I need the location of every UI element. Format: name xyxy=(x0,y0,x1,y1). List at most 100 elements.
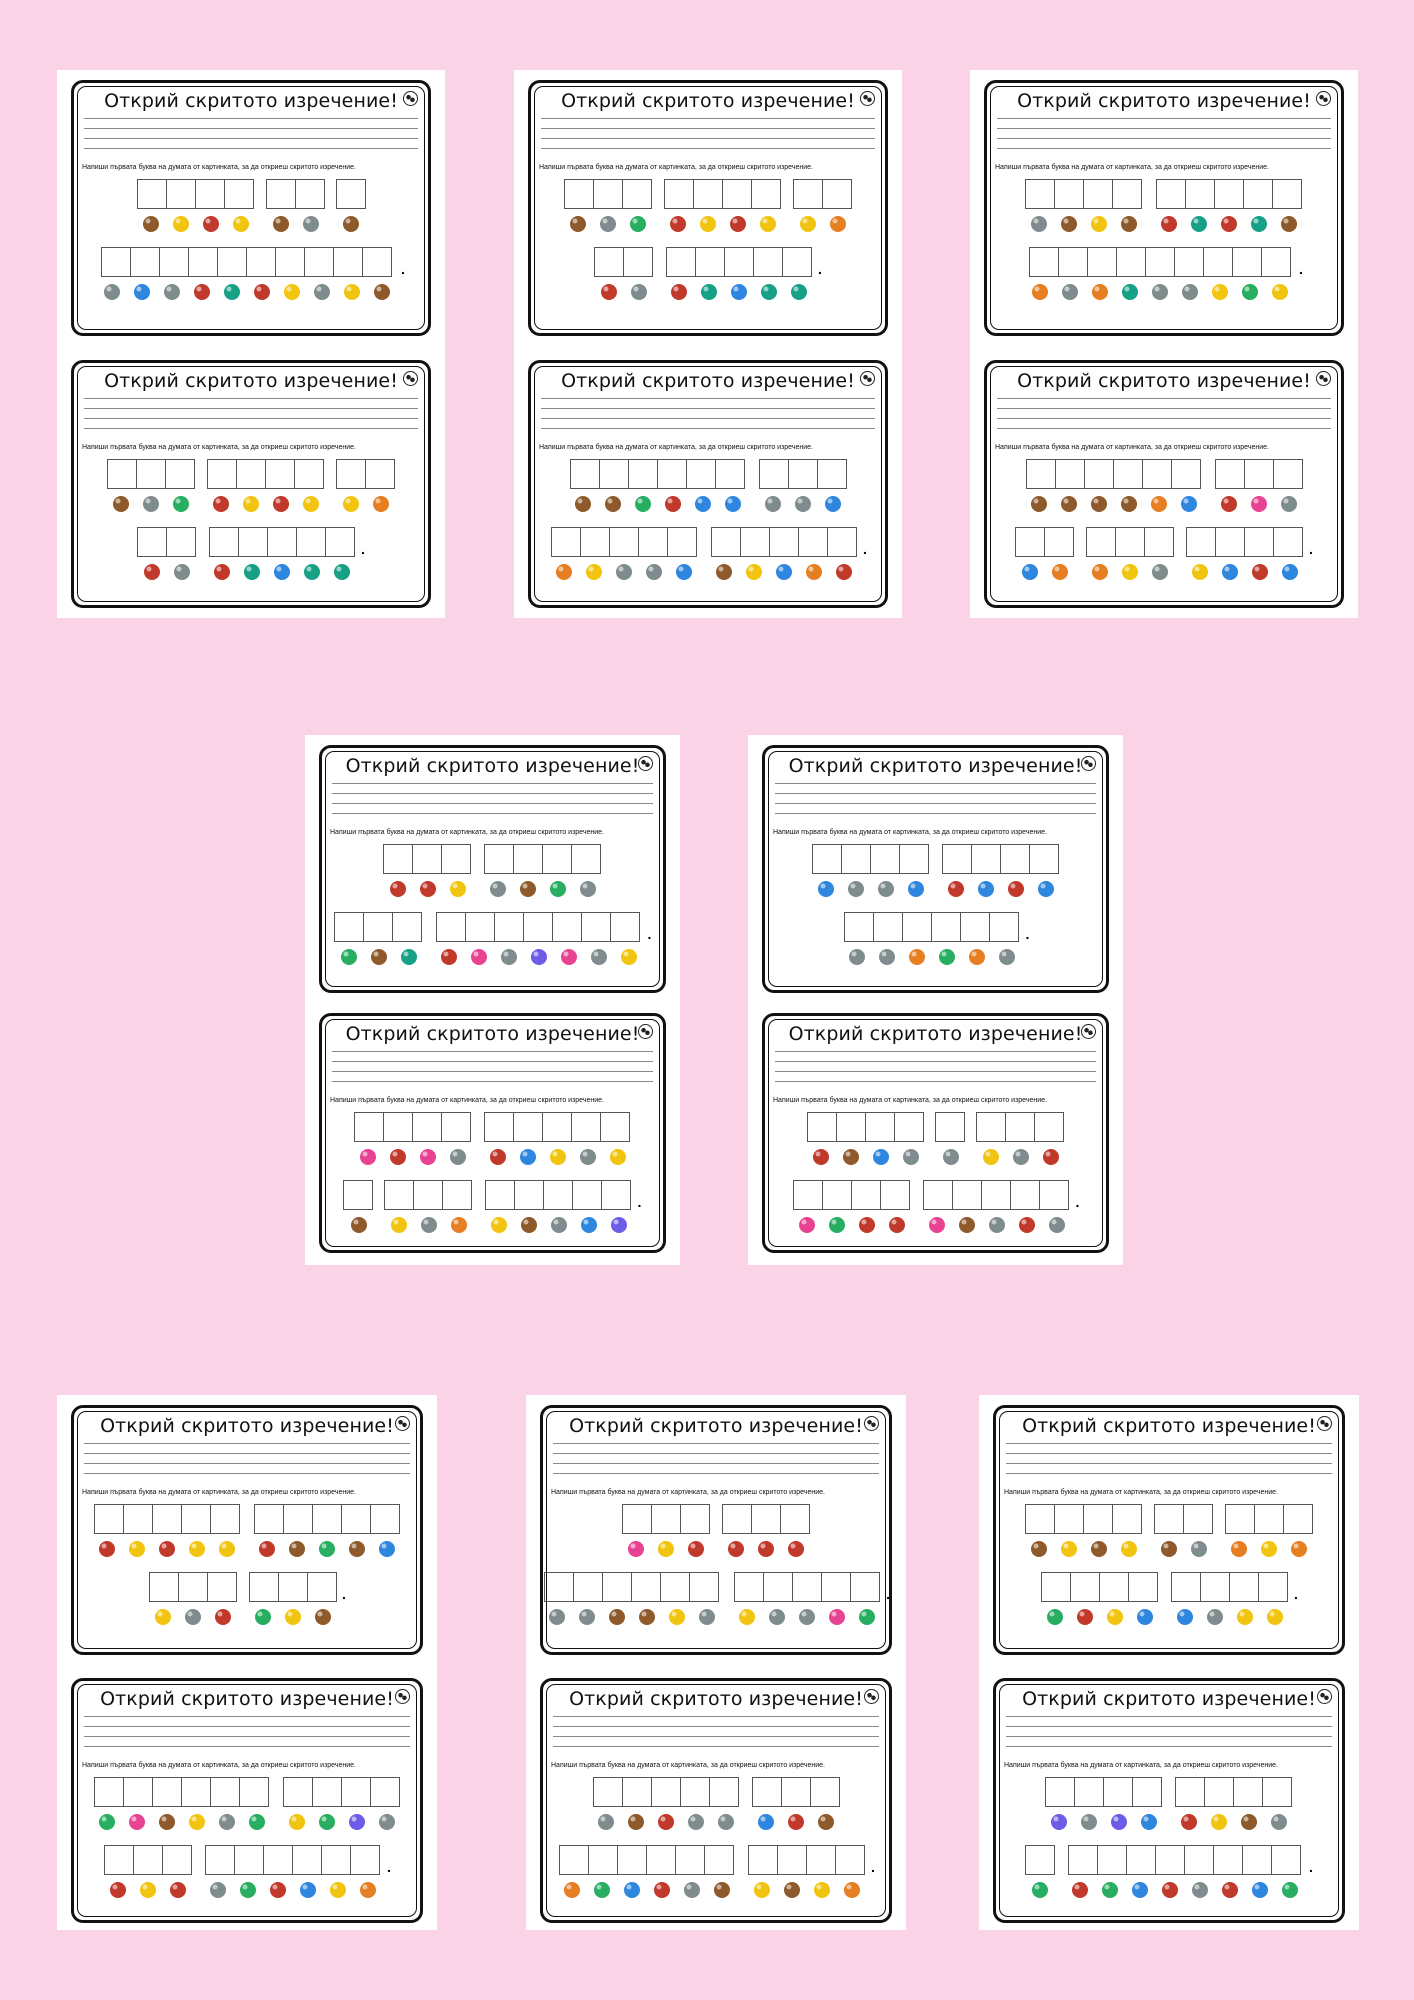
letter-box[interactable] xyxy=(542,1112,572,1142)
letter-box[interactable] xyxy=(1005,1112,1035,1142)
writing-lines[interactable] xyxy=(541,118,875,158)
letter-box[interactable] xyxy=(787,459,818,489)
letter-box[interactable] xyxy=(1054,179,1084,209)
writing-line[interactable] xyxy=(332,1061,653,1071)
letter-box[interactable] xyxy=(412,844,442,874)
letter-box[interactable] xyxy=(353,1112,384,1142)
letter-box[interactable] xyxy=(152,1777,182,1807)
letter-box[interactable] xyxy=(336,459,366,489)
letter-box[interactable] xyxy=(1213,179,1244,209)
letter-box[interactable] xyxy=(715,459,745,489)
letter-box[interactable] xyxy=(631,1572,662,1602)
letter-box[interactable] xyxy=(1186,527,1217,557)
letter-box[interactable] xyxy=(675,1845,706,1875)
writing-lines[interactable] xyxy=(775,1051,1096,1091)
letter-box[interactable] xyxy=(1045,1777,1075,1807)
letter-box[interactable] xyxy=(581,912,612,942)
letter-box[interactable] xyxy=(1229,1572,1260,1602)
letter-box[interactable] xyxy=(523,912,554,942)
writing-line[interactable] xyxy=(1006,1726,1332,1736)
writing-line[interactable] xyxy=(997,418,1331,428)
letter-box[interactable] xyxy=(1085,527,1116,557)
letter-box[interactable] xyxy=(758,459,789,489)
letter-box[interactable] xyxy=(1262,1777,1292,1807)
letter-box[interactable] xyxy=(723,247,754,277)
letter-box[interactable] xyxy=(935,1112,965,1142)
writing-lines[interactable] xyxy=(997,118,1331,158)
writing-line[interactable] xyxy=(84,1746,410,1756)
writing-line[interactable] xyxy=(332,793,653,803)
letter-box[interactable] xyxy=(665,247,696,277)
letter-box[interactable] xyxy=(988,912,1019,942)
writing-line[interactable] xyxy=(997,408,1331,418)
letter-box[interactable] xyxy=(159,247,190,277)
letter-box[interactable] xyxy=(130,247,161,277)
letter-box[interactable] xyxy=(571,1112,601,1142)
letter-box[interactable] xyxy=(806,1845,837,1875)
letter-box[interactable] xyxy=(849,1572,880,1602)
letter-box[interactable] xyxy=(180,1504,211,1534)
writing-line[interactable] xyxy=(775,813,1096,823)
letter-box[interactable] xyxy=(952,1180,983,1210)
letter-box[interactable] xyxy=(1103,1777,1133,1807)
letter-box[interactable] xyxy=(1260,247,1291,277)
letter-box[interactable] xyxy=(976,1112,1006,1142)
letter-box[interactable] xyxy=(601,1180,632,1210)
letter-box[interactable] xyxy=(1231,247,1262,277)
letter-box[interactable] xyxy=(441,844,471,874)
letter-box[interactable] xyxy=(1086,247,1117,277)
writing-line[interactable] xyxy=(997,148,1331,158)
writing-line[interactable] xyxy=(84,1473,410,1483)
writing-lines[interactable] xyxy=(553,1716,879,1756)
writing-line[interactable] xyxy=(84,118,418,128)
letter-box[interactable] xyxy=(1173,247,1204,277)
letter-box[interactable] xyxy=(806,1112,837,1142)
letter-box[interactable] xyxy=(341,1777,371,1807)
letter-box[interactable] xyxy=(188,247,219,277)
writing-lines[interactable] xyxy=(332,783,653,823)
letter-box[interactable] xyxy=(544,1572,575,1602)
writing-line[interactable] xyxy=(84,148,418,158)
letter-box[interactable] xyxy=(752,247,783,277)
letter-box[interactable] xyxy=(248,1572,279,1602)
writing-lines[interactable] xyxy=(1006,1443,1332,1483)
letter-box[interactable] xyxy=(1097,1845,1128,1875)
letter-box[interactable] xyxy=(552,912,583,942)
writing-line[interactable] xyxy=(997,128,1331,138)
writing-line[interactable] xyxy=(541,128,875,138)
letter-box[interactable] xyxy=(440,1112,471,1142)
letter-box[interactable] xyxy=(879,1180,910,1210)
letter-box[interactable] xyxy=(777,1845,808,1875)
letter-box[interactable] xyxy=(1028,247,1059,277)
letter-box[interactable] xyxy=(694,247,725,277)
letter-box[interactable] xyxy=(1142,459,1172,489)
letter-box[interactable] xyxy=(209,1504,240,1534)
writing-line[interactable] xyxy=(84,1716,410,1726)
letter-box[interactable] xyxy=(923,1180,954,1210)
letter-box[interactable] xyxy=(1128,1572,1159,1602)
letter-box[interactable] xyxy=(869,844,900,874)
letter-box[interactable] xyxy=(693,179,723,209)
letter-box[interactable] xyxy=(592,1777,623,1807)
letter-box[interactable] xyxy=(1144,247,1175,277)
letter-box[interactable] xyxy=(370,1777,400,1807)
letter-box[interactable] xyxy=(1113,459,1143,489)
letter-box[interactable] xyxy=(350,1845,381,1875)
letter-box[interactable] xyxy=(1273,527,1304,557)
writing-line[interactable] xyxy=(1006,1463,1332,1473)
letter-box[interactable] xyxy=(205,1845,236,1875)
writing-line[interactable] xyxy=(775,803,1096,813)
letter-box[interactable] xyxy=(239,1777,269,1807)
letter-box[interactable] xyxy=(208,527,239,557)
letter-box[interactable] xyxy=(369,1504,400,1534)
writing-line[interactable] xyxy=(1006,1736,1332,1746)
letter-box[interactable] xyxy=(304,247,335,277)
letter-box[interactable] xyxy=(959,912,990,942)
letter-box[interactable] xyxy=(621,179,652,209)
letter-box[interactable] xyxy=(1034,1112,1064,1142)
writing-lines[interactable] xyxy=(332,1051,653,1091)
letter-box[interactable] xyxy=(333,247,364,277)
letter-box[interactable] xyxy=(621,1777,652,1807)
letter-box[interactable] xyxy=(739,527,770,557)
letter-box[interactable] xyxy=(236,459,266,489)
